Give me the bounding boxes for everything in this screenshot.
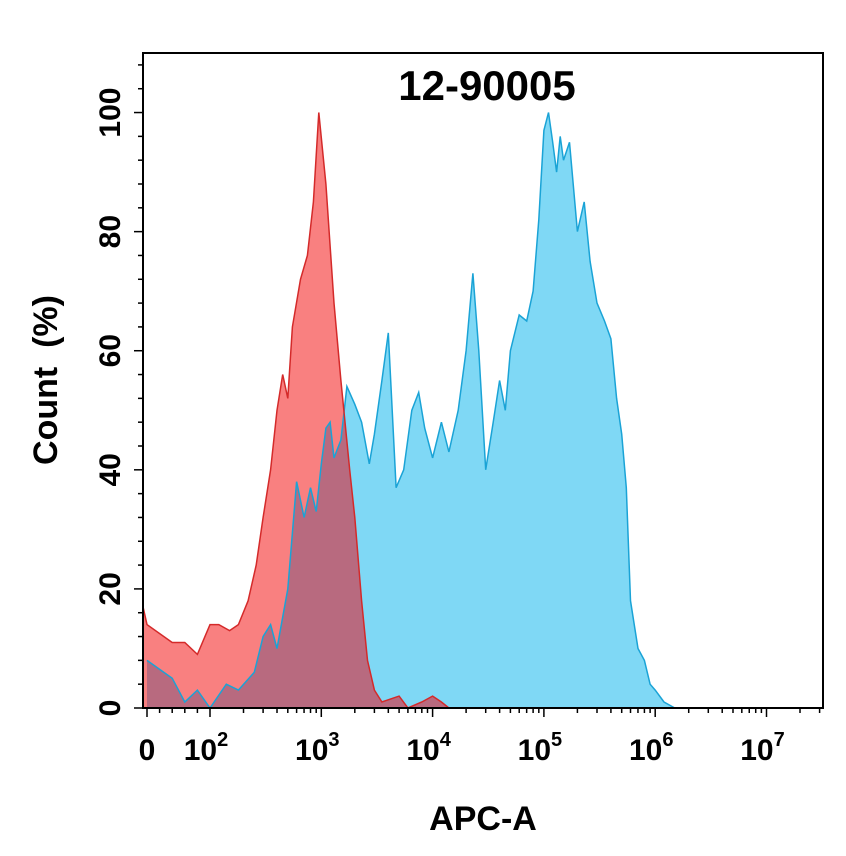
x-tick-label: 106: [629, 729, 674, 767]
series-layer: [143, 112, 676, 708]
x-tick-label: 0: [139, 734, 156, 767]
chart-title: 12-90005: [398, 62, 576, 109]
x-axis: 0102103104105106107108: [139, 708, 821, 767]
y-tick-label: 0: [94, 700, 127, 717]
y-axis-title: Count (%): [27, 295, 65, 465]
y-axis: 0 20 40 60 80 100: [94, 64, 143, 717]
y-tick-label: 60: [94, 334, 127, 367]
y-tick-label: 40: [94, 453, 127, 486]
x-tick-label: 107: [740, 729, 785, 767]
y-tick-label: 100: [94, 88, 127, 138]
y-tick-label: 80: [94, 215, 127, 248]
x-tick-label: 102: [184, 729, 229, 767]
series-red-area: [143, 112, 449, 708]
x-tick-label: 105: [518, 729, 563, 767]
x-axis-title: APC-A: [429, 800, 537, 838]
series-blue-area: [147, 112, 675, 708]
y-tick-label: 20: [94, 572, 127, 605]
x-tick-label: 103: [295, 729, 340, 767]
x-tick-label: 104: [406, 729, 451, 767]
series-blue-line: [146, 112, 676, 708]
series-red-line: [143, 112, 450, 708]
plot-frame: [142, 52, 824, 709]
